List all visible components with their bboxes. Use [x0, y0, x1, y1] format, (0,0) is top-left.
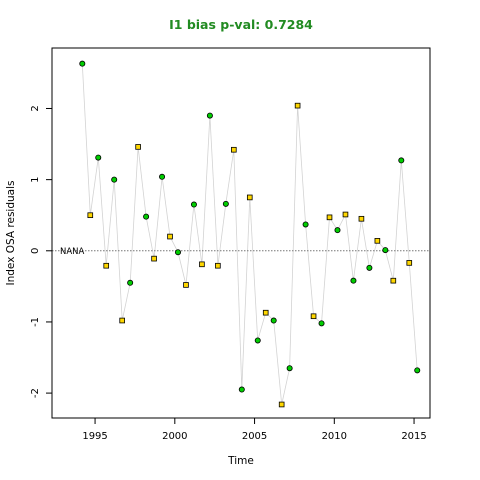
data-point-square [246, 194, 253, 201]
data-point-circle [318, 320, 325, 327]
x-axis: 1995 2000 2005 2010 2015 [82, 418, 427, 442]
data-point-square [326, 214, 333, 221]
data-point-circle [143, 213, 150, 220]
data-point-square [103, 262, 110, 269]
x-tick-label: 2010 [322, 431, 347, 442]
data-point-square [215, 262, 221, 269]
data-point-circle [111, 176, 118, 183]
data-point-circle [254, 337, 261, 344]
x-tick-label: 2000 [162, 431, 187, 442]
x-tick-label: 2015 [401, 431, 426, 442]
y-tick-label: -2 [30, 388, 41, 398]
data-point-circle [238, 386, 245, 393]
chart-title: I1 bias p-val: 0.7284 [169, 17, 313, 32]
residual-connecting-line [81, 63, 418, 405]
data-point-circle [398, 157, 405, 164]
data-point-square [167, 233, 173, 240]
data-point-square [199, 261, 205, 268]
data-point-circle [350, 277, 357, 284]
data-point-circle [334, 227, 341, 234]
data-point-circle [414, 367, 421, 374]
data-point-circle [382, 247, 389, 254]
data-point-square [342, 211, 349, 218]
plot-frame [51, 47, 431, 419]
data-point-circle [79, 60, 86, 67]
data-point-square [358, 215, 365, 222]
data-point-circle [95, 154, 102, 161]
data-point-circle [270, 317, 277, 324]
data-point-square [390, 277, 397, 284]
data-point-square [294, 102, 301, 109]
data-point-circle [190, 201, 197, 208]
data-point-square [231, 146, 237, 153]
y-tick-label: 1 [30, 176, 41, 182]
na-label: NANA [60, 247, 85, 257]
data-point-square [310, 313, 317, 320]
data-point-square [406, 260, 413, 266]
data-points [79, 60, 421, 408]
data-point-circle [222, 200, 229, 207]
x-tick-label: 2005 [242, 431, 267, 442]
y-tick-label: 2 [30, 105, 41, 111]
data-point-circle [174, 249, 181, 256]
data-point-square [119, 317, 125, 324]
data-point-circle [366, 264, 373, 271]
connecting-lines [81, 63, 418, 405]
y-axis-title: Index OSA residuals [5, 181, 17, 286]
y-axis: -2 -1 0 1 2 [30, 105, 52, 398]
data-point-square [87, 212, 94, 219]
y-tick-label: -1 [30, 317, 41, 327]
x-tick-label: 1995 [82, 431, 107, 442]
data-point-square [183, 282, 189, 288]
data-point-circle [159, 173, 166, 180]
data-point-square [262, 309, 269, 316]
data-point-circle [286, 365, 293, 372]
data-point-square [278, 401, 285, 408]
data-point-circle [206, 112, 213, 119]
data-point-square [151, 255, 157, 262]
data-point-square [135, 144, 141, 150]
data-point-square [374, 238, 381, 244]
data-point-circle [127, 279, 134, 286]
x-axis-title: Time [227, 455, 254, 467]
data-point-circle [302, 221, 309, 228]
y-tick-label: 0 [30, 248, 41, 254]
